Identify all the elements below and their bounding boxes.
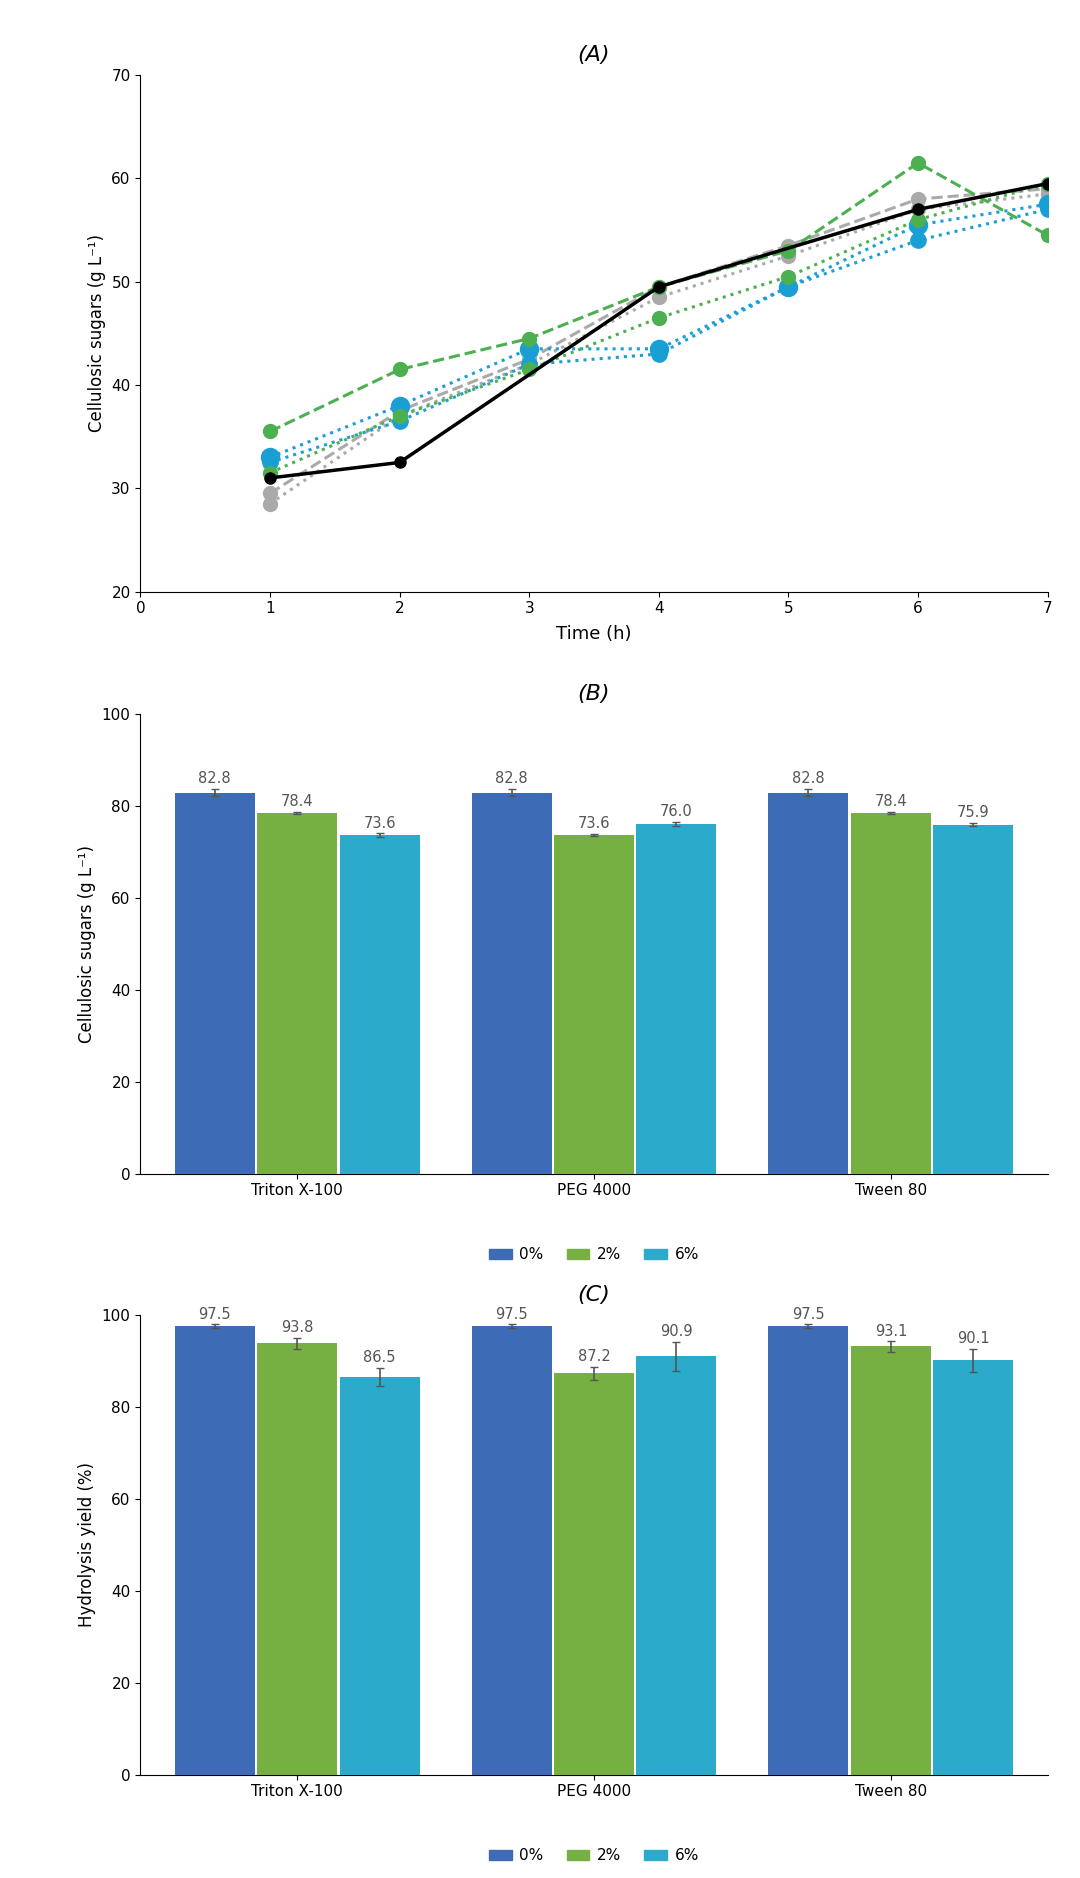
Text: 90.9: 90.9 [660, 1324, 692, 1339]
Bar [636, 824, 716, 1174]
Text: 97.5: 97.5 [792, 1307, 825, 1322]
Bar [851, 813, 931, 1174]
Text: 75.9: 75.9 [957, 806, 989, 821]
Bar [472, 793, 552, 1174]
X-axis label: Time (h): Time (h) [556, 625, 632, 642]
Legend: 0%, 2%, 6%: 0%, 2%, 6% [483, 1842, 705, 1869]
Text: 87.2: 87.2 [578, 1348, 610, 1363]
Text: 93.1: 93.1 [875, 1324, 907, 1339]
Text: 86.5: 86.5 [363, 1350, 396, 1365]
Bar [769, 793, 849, 1174]
Bar [339, 836, 419, 1174]
Bar [933, 824, 1013, 1174]
Text: 82.8: 82.8 [496, 772, 528, 787]
Y-axis label: Hydrolysis yield (%): Hydrolysis yield (%) [78, 1463, 96, 1626]
Text: 78.4: 78.4 [281, 794, 313, 809]
Text: 90.1: 90.1 [957, 1332, 989, 1347]
Bar [257, 813, 337, 1174]
Text: 97.5: 97.5 [199, 1307, 231, 1322]
Bar [933, 1360, 1013, 1775]
Bar [339, 1377, 419, 1775]
Bar [472, 1326, 552, 1775]
Text: 93.8: 93.8 [281, 1320, 313, 1335]
Bar [851, 1347, 931, 1775]
Bar [554, 836, 634, 1174]
Text: 76.0: 76.0 [660, 804, 693, 819]
Bar [175, 1326, 255, 1775]
Bar [175, 793, 255, 1174]
Legend: 0%, 2%, 6%: 0%, 2%, 6% [483, 1241, 705, 1268]
Legend: 0% (Control), 6% Triton X-100, 6% PEG 4000, 6% Tween 80, 2% Triton X-100, 2% PEG: 0% (Control), 6% Triton X-100, 6% PEG 40… [307, 764, 881, 824]
Bar [257, 1343, 337, 1775]
Y-axis label: Cellulosic sugars (g L⁻¹): Cellulosic sugars (g L⁻¹) [78, 845, 96, 1042]
Text: 82.8: 82.8 [199, 772, 231, 787]
Bar [769, 1326, 849, 1775]
Y-axis label: Cellulosic sugars (g L⁻¹): Cellulosic sugars (g L⁻¹) [87, 235, 106, 432]
Title: (A): (A) [578, 45, 610, 66]
Bar [636, 1356, 716, 1775]
Text: 73.6: 73.6 [363, 815, 396, 830]
Title: (B): (B) [578, 684, 610, 704]
Text: 97.5: 97.5 [496, 1307, 528, 1322]
Bar [554, 1373, 634, 1775]
Title: (C): (C) [578, 1285, 610, 1305]
Text: 82.8: 82.8 [792, 772, 825, 787]
Text: 73.6: 73.6 [578, 815, 610, 830]
Text: 78.4: 78.4 [875, 794, 907, 809]
